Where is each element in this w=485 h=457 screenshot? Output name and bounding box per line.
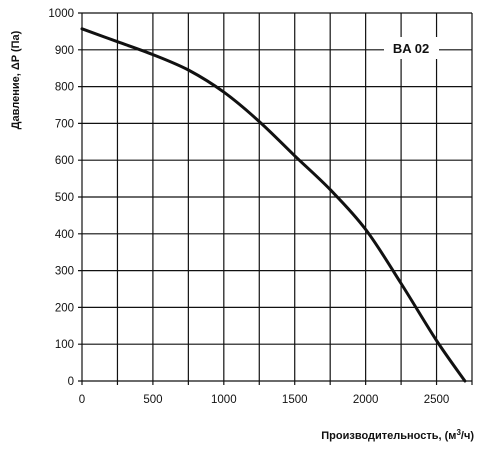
x-axis-title-sup: 3 [456,428,461,437]
y-tick-labels: 0 100 200 300 400 500 600 700 800 900 1000 [48,8,74,388]
x-tick-label: 0 [79,394,85,406]
y-tick-label: 100 [55,339,74,351]
series-line [80,27,467,383]
y-tick-label: 1000 [48,8,74,20]
y-tick-label: 200 [55,302,74,314]
y-tick-label: 700 [55,118,74,130]
x-tick-labels: 0 500 1000 1500 2000 2500 [79,394,450,406]
y-tick-label: 300 [55,266,74,278]
series-curve-group [80,27,467,383]
x-tick-label: 2500 [424,394,450,406]
x-axis-title-suffix: /ч) [461,430,474,442]
y-tick-label: 800 [55,82,74,94]
y-tick-label: 0 [68,376,74,388]
x-tick-label: 1500 [282,394,308,406]
y-tick-label: 500 [55,192,74,204]
y-tick-label: 400 [55,229,74,241]
x-tick-label: 1000 [211,394,237,406]
y-tick-label: 900 [55,45,74,57]
x-axis-title: Производительность, (м3/ч) [321,428,474,442]
x-tick-label: 500 [143,394,162,406]
grid [78,12,473,385]
y-tick-label: 600 [55,155,74,167]
series-tag: BA 02 [393,41,429,56]
x-axis-title-prefix: Производительность, (м [321,430,456,442]
series-tag-box [384,37,439,59]
x-tick-label: 2000 [353,394,379,406]
y-axis-title: Давление, ΔP (Па) [10,30,22,129]
